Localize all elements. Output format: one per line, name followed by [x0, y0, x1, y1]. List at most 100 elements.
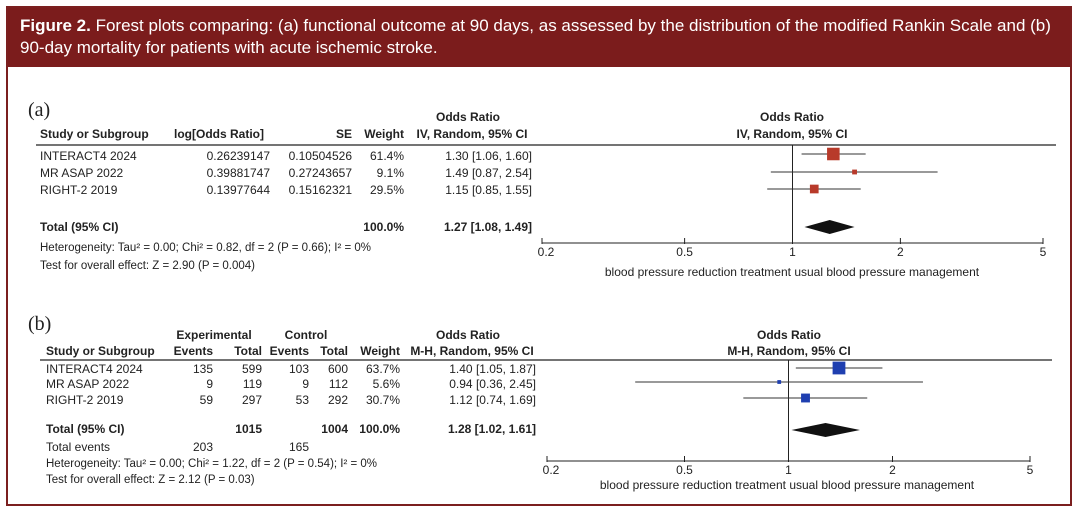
- b-total-events-label: Total events: [46, 440, 110, 454]
- a-row-se: 0.10504526: [289, 149, 353, 163]
- a-row-weight: 61.4%: [370, 149, 404, 163]
- b-heterogeneity: Heterogeneity: Tau² = 0.00; Chi² = 1.22,…: [46, 458, 377, 470]
- b-overall-effect: Test for overall effect: Z = 2.12 (P = 0…: [46, 474, 255, 486]
- b-row-events-c: 9: [302, 377, 309, 391]
- x-axis-tick-label: 0.2: [538, 245, 555, 259]
- a-row-study: MR ASAP 2022: [40, 166, 123, 180]
- b-or-header: Odds Ratio: [436, 328, 500, 342]
- b-row-weight: 63.7%: [366, 362, 400, 376]
- b-row-study: MR ASAP 2022: [46, 377, 129, 391]
- b-weight-header: Weight: [360, 344, 400, 358]
- a-or-header: Odds Ratio: [436, 110, 500, 124]
- b-forest-plot: 0.2 0.5 1 2 5: [543, 360, 1034, 477]
- b-plot-method-header: M-H, Random, 95% CI: [727, 344, 850, 358]
- a-overall-effect: Test for overall effect: Z = 2.90 (P = 0…: [40, 260, 255, 272]
- a-row-2: RIGHT-2 2019 0.13977644 0.15162321 29.5%…: [40, 183, 532, 197]
- b-row-study: INTERACT4 2024: [46, 362, 143, 376]
- b-plot-header: Odds Ratio: [757, 328, 821, 342]
- b-row-total-c: 112: [329, 377, 348, 391]
- a-row-1: MR ASAP 2022 0.39881747 0.27243657 9.1% …: [40, 166, 532, 180]
- b-row-total-e: 297: [242, 393, 262, 407]
- b-row-total-e: 119: [243, 377, 262, 391]
- caption-text: Forest plots comparing: (a) functional o…: [20, 16, 1051, 57]
- b-total-label: Total (95% CI): [46, 422, 124, 436]
- b-row-weight: 5.6%: [373, 377, 401, 391]
- a-forest-plot: 0.2 0.5 1 2 5: [538, 145, 1047, 259]
- b-row-ci: 0.94 [0.36, 2.45]: [449, 377, 536, 391]
- b-row-study: RIGHT-2 2019: [46, 393, 124, 407]
- study-marker: [852, 169, 857, 175]
- a-total-label: Total (95% CI): [40, 220, 118, 234]
- x-axis-tick-label: 0.5: [676, 245, 693, 259]
- study-marker: [801, 393, 810, 403]
- a-study-header: Study or Subgroup: [40, 127, 149, 141]
- b-axis-caption: blood pressure reduction treatment usual…: [600, 478, 975, 492]
- a-row-se: 0.27243657: [289, 166, 353, 180]
- study-marker: [809, 184, 819, 194]
- b-total-row: Total (95% CI) 1015 1004 100.0% 1.28 [1.…: [46, 422, 536, 436]
- pooled-diamond: [804, 220, 855, 234]
- a-logor-header: log[Odds Ratio]: [174, 127, 264, 141]
- a-axis-caption: blood pressure reduction treatment usual…: [605, 265, 980, 279]
- b-experimental-header: Experimental: [176, 328, 251, 342]
- a-row-study: RIGHT-2 2019: [40, 183, 118, 197]
- b-row-events-e: 59: [200, 393, 214, 407]
- b-row-events-e: 9: [206, 377, 213, 391]
- b-total-c: 1004: [321, 422, 348, 436]
- panel-b: (b) Experimental Control Odds Ratio Stud…: [28, 313, 1052, 492]
- a-row-logor: 0.13977644: [207, 183, 271, 197]
- a-method-header: IV, Random, 95% CI: [417, 127, 528, 141]
- x-axis-tick-label: 5: [1027, 463, 1034, 477]
- study-marker: [832, 361, 846, 375]
- b-method-header: M-H, Random, 95% CI: [410, 344, 533, 358]
- b-study-header: Study or Subgroup: [46, 344, 155, 358]
- x-axis-tick-label: 1: [789, 245, 796, 259]
- b-total-e: 1015: [235, 422, 262, 436]
- b-row-weight: 30.7%: [366, 393, 400, 407]
- a-row-weight: 9.1%: [377, 166, 405, 180]
- a-row-logor: 0.26239147: [207, 149, 271, 163]
- a-plot-method-header: IV, Random, 95% CI: [737, 127, 848, 141]
- b-row-total-e: 599: [242, 362, 262, 376]
- x-axis-tick-label: 0.2: [543, 463, 560, 477]
- x-axis-tick-label: 2: [897, 245, 904, 259]
- b-row-events-e: 135: [193, 362, 213, 376]
- b-total-ci: 1.28 [1.02, 1.61]: [448, 422, 536, 436]
- a-row-weight: 29.5%: [370, 183, 404, 197]
- x-axis-tick-label: 2: [889, 463, 896, 477]
- a-row-study: INTERACT4 2024: [40, 149, 137, 163]
- b-row-2: RIGHT-2 2019 59 297 53 292 30.7% 1.12 [0…: [46, 393, 536, 407]
- pooled-diamond: [791, 423, 860, 437]
- b-row-ci: 1.40 [1.05, 1.87]: [449, 362, 536, 376]
- figure-frame: Figure 2. Forest plots comparing: (a) fu…: [6, 6, 1072, 506]
- a-row-ci: 1.30 [1.06, 1.60]: [445, 149, 532, 163]
- study-marker: [827, 147, 840, 161]
- b-row-total-c: 600: [328, 362, 348, 376]
- a-total-weight: 100.0%: [363, 220, 404, 234]
- a-se-header: SE: [336, 127, 352, 141]
- b-total-weight: 100.0%: [359, 422, 400, 436]
- b-events-e-header: Events: [174, 344, 214, 358]
- a-row-logor: 0.39881747: [207, 166, 271, 180]
- figure-caption: Figure 2. Forest plots comparing: (a) fu…: [8, 8, 1070, 67]
- b-control-header: Control: [285, 328, 328, 342]
- a-row-se: 0.15162321: [289, 183, 353, 197]
- b-total-events-row: Total events 203 165: [46, 440, 309, 454]
- x-axis-tick-label: 5: [1040, 245, 1047, 259]
- a-total-row: Total (95% CI) 100.0% 1.27 [1.08, 1.49]: [40, 220, 532, 234]
- b-row-1: MR ASAP 2022 9 119 9 112 5.6% 0.94 [0.36…: [46, 377, 536, 391]
- a-row-ci: 1.15 [0.85, 1.55]: [445, 183, 532, 197]
- b-total-events-e: 203: [193, 440, 213, 454]
- b-events-c-header: Events: [270, 344, 310, 358]
- panel-b-label: (b): [28, 313, 51, 335]
- b-row-events-c: 103: [289, 362, 309, 376]
- b-total-e-header: Total: [234, 344, 262, 358]
- figure-label: Figure 2.: [20, 16, 91, 35]
- a-total-ci: 1.27 [1.08, 1.49]: [444, 220, 532, 234]
- b-row-ci: 1.12 [0.74, 1.69]: [449, 393, 536, 407]
- b-total-events-c: 165: [289, 440, 309, 454]
- b-row-total-c: 292: [328, 393, 348, 407]
- b-total-c-header: Total: [320, 344, 348, 358]
- study-marker: [777, 380, 782, 384]
